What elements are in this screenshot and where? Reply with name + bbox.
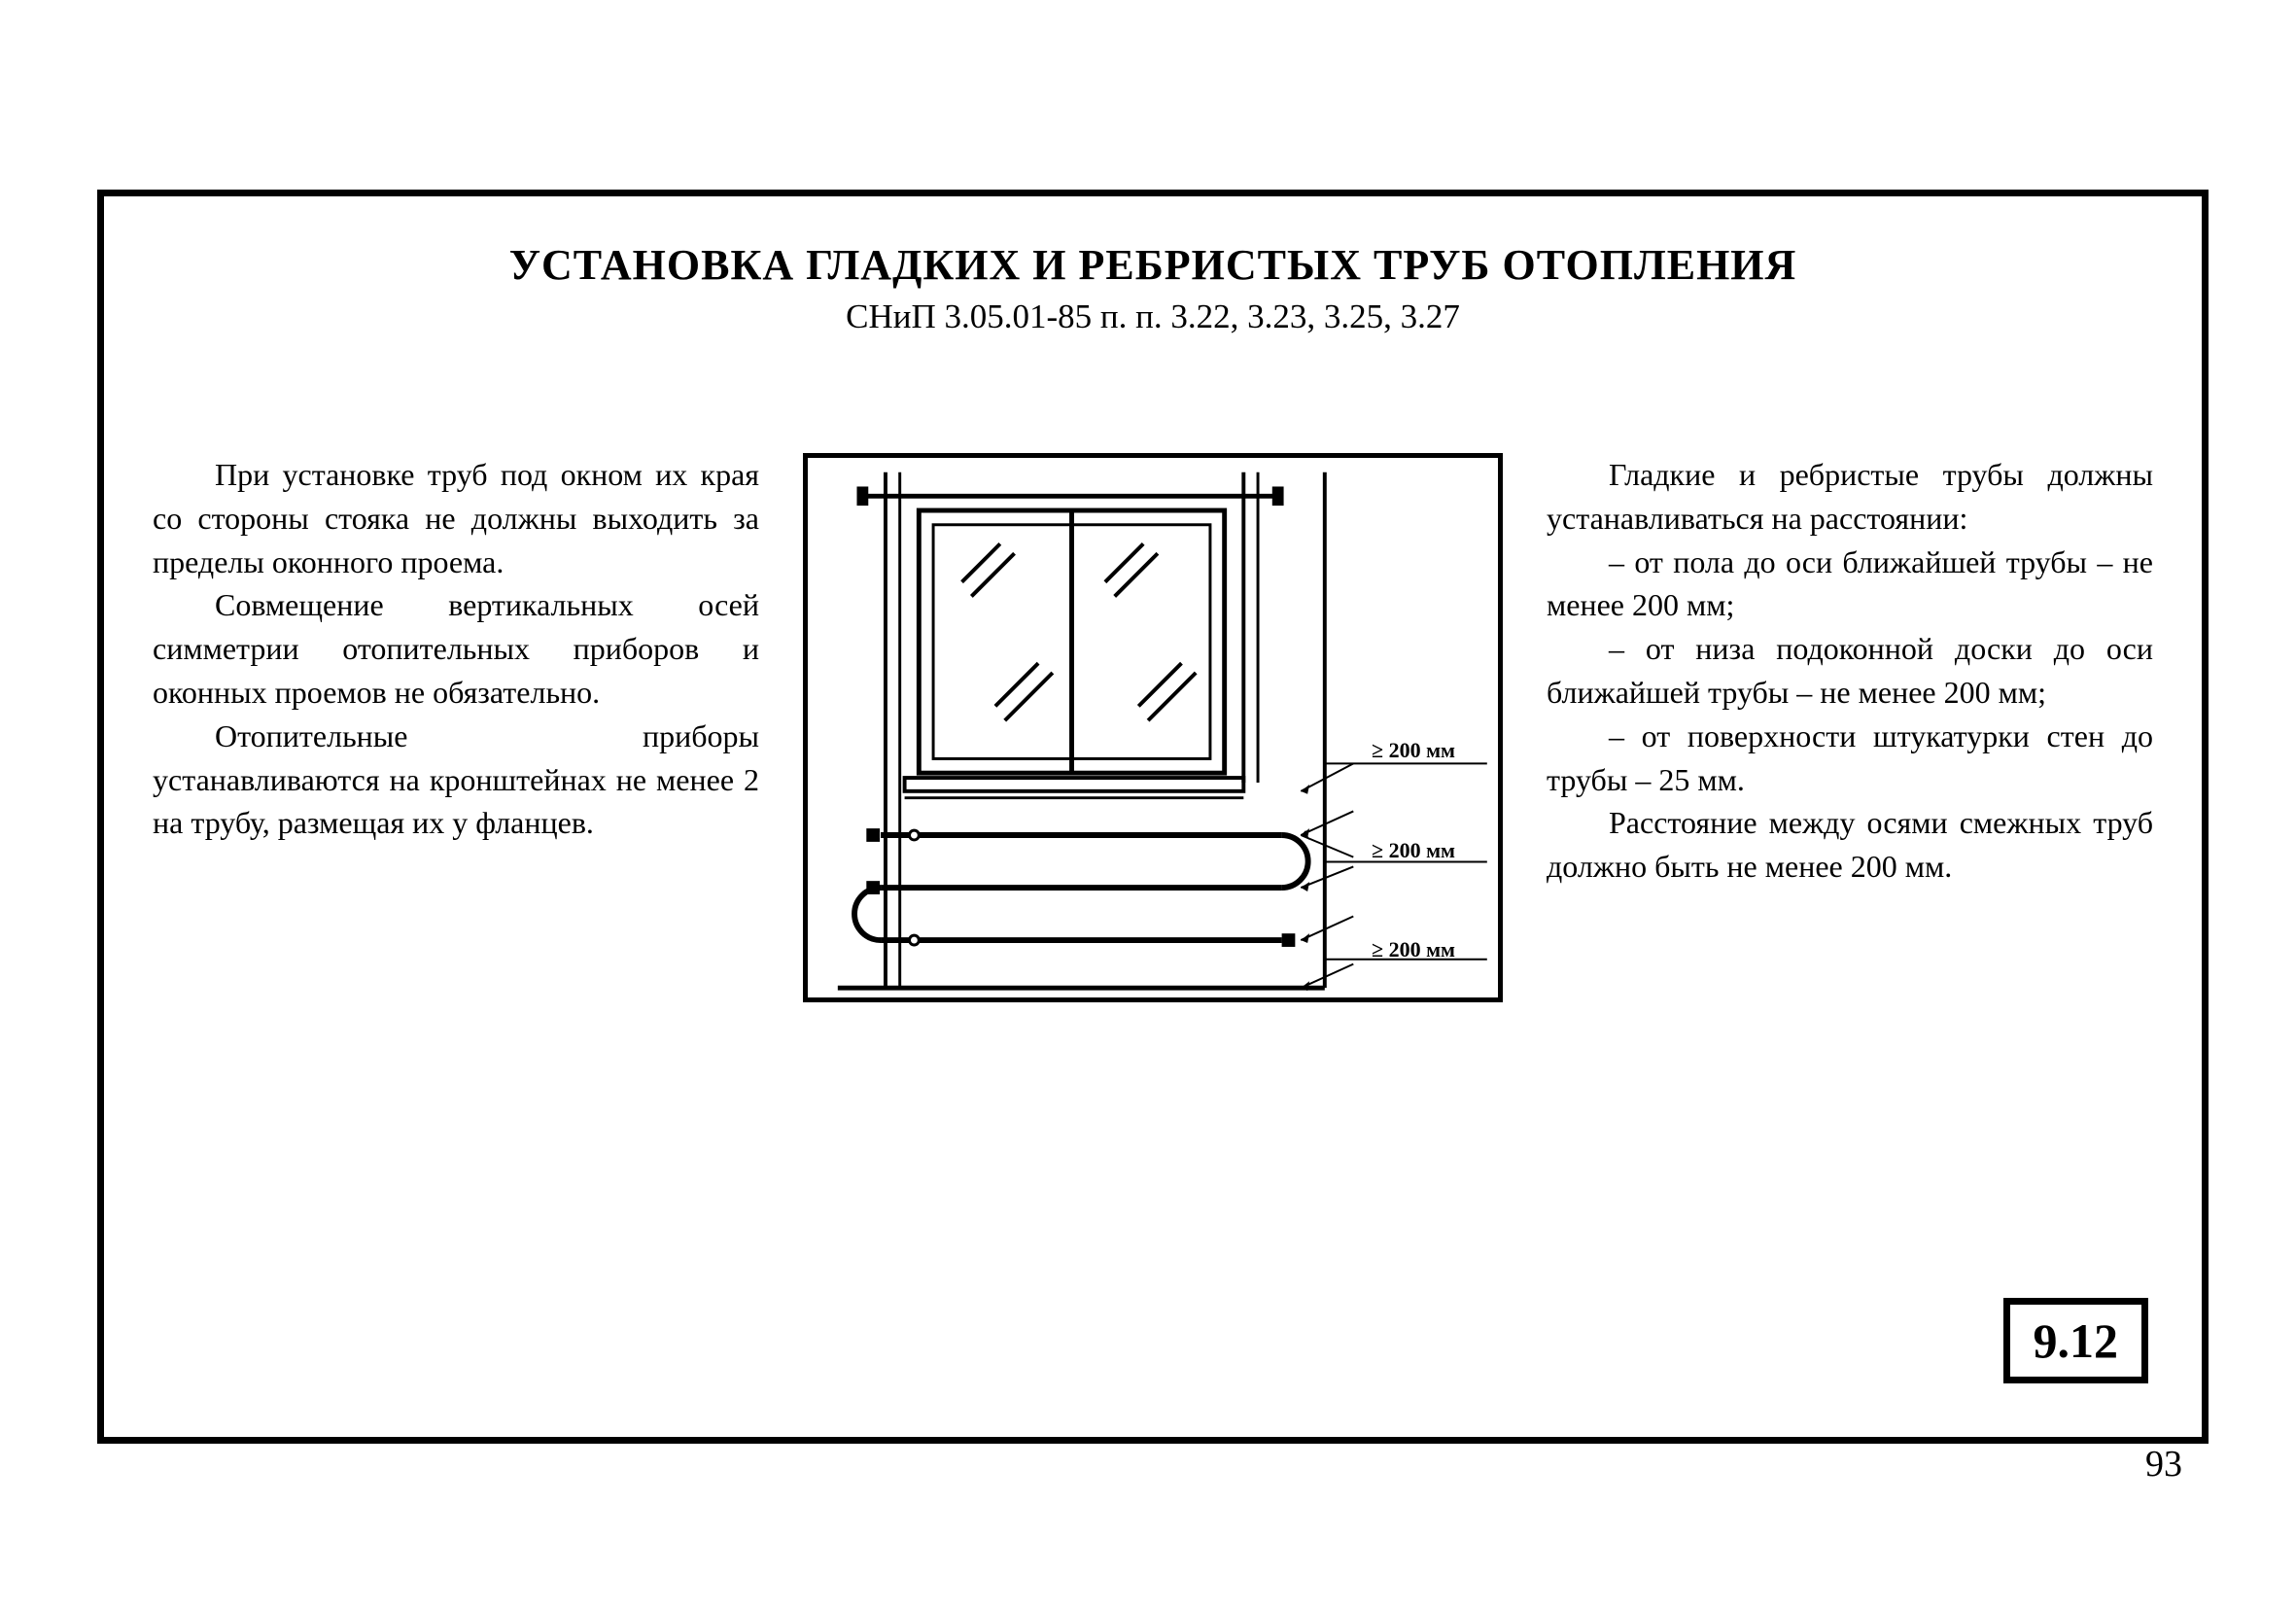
right-paragraph-1: Гладкие и ребристые трубы должны устанав…: [1547, 453, 2153, 541]
dimension-label-3: ≥ 200 мм: [1372, 937, 1455, 962]
left-paragraph-3: Отопительные приборы устанавливаются на …: [153, 715, 759, 845]
right-paragraph-3: – от низа подоконной доски до оси ближай…: [1547, 627, 2153, 715]
right-paragraph-4: – от поверхности штукатурки стен до труб…: [1547, 715, 2153, 802]
dimension-label-1: ≥ 200 мм: [1372, 738, 1455, 763]
content-row: При установке труб под окном их края со …: [104, 453, 2202, 1002]
document-subtitle: СНиП 3.05.01-85 п. п. 3.22, 3.23, 3.25, …: [104, 297, 2202, 336]
dimension-label-2: ≥ 200 мм: [1372, 838, 1455, 863]
right-paragraph-2: – от пола до оси ближайшей трубы – не ме…: [1547, 541, 2153, 628]
left-paragraph-2: Совмещение вертикальных осей симметрии о…: [153, 583, 759, 714]
diagram-container: ≥ 200 мм ≥ 200 мм ≥ 200 мм: [788, 453, 1517, 1002]
right-column: Гладкие и ребристые трубы должны устанав…: [1547, 453, 2153, 889]
figure-number-box: 9.12: [2003, 1298, 2149, 1383]
diagram-svg: [808, 458, 1498, 997]
diagram-box: ≥ 200 мм ≥ 200 мм ≥ 200 мм: [803, 453, 1503, 1002]
left-paragraph-1: При установке труб под окном их края со …: [153, 453, 759, 583]
header: УСТАНОВКА ГЛАДКИХ И РЕБРИСТЫХ ТРУБ ОТОПЛ…: [104, 240, 2202, 336]
page-frame: УСТАНОВКА ГЛАДКИХ И РЕБРИСТЫХ ТРУБ ОТОПЛ…: [97, 190, 2209, 1444]
left-column: При установке труб под окном их края со …: [153, 453, 759, 845]
right-paragraph-5: Расстояние между осями смежных труб долж…: [1547, 801, 2153, 889]
document-title: УСТАНОВКА ГЛАДКИХ И РЕБРИСТЫХ ТРУБ ОТОПЛ…: [104, 240, 2202, 290]
page-number: 93: [2145, 1443, 2182, 1486]
